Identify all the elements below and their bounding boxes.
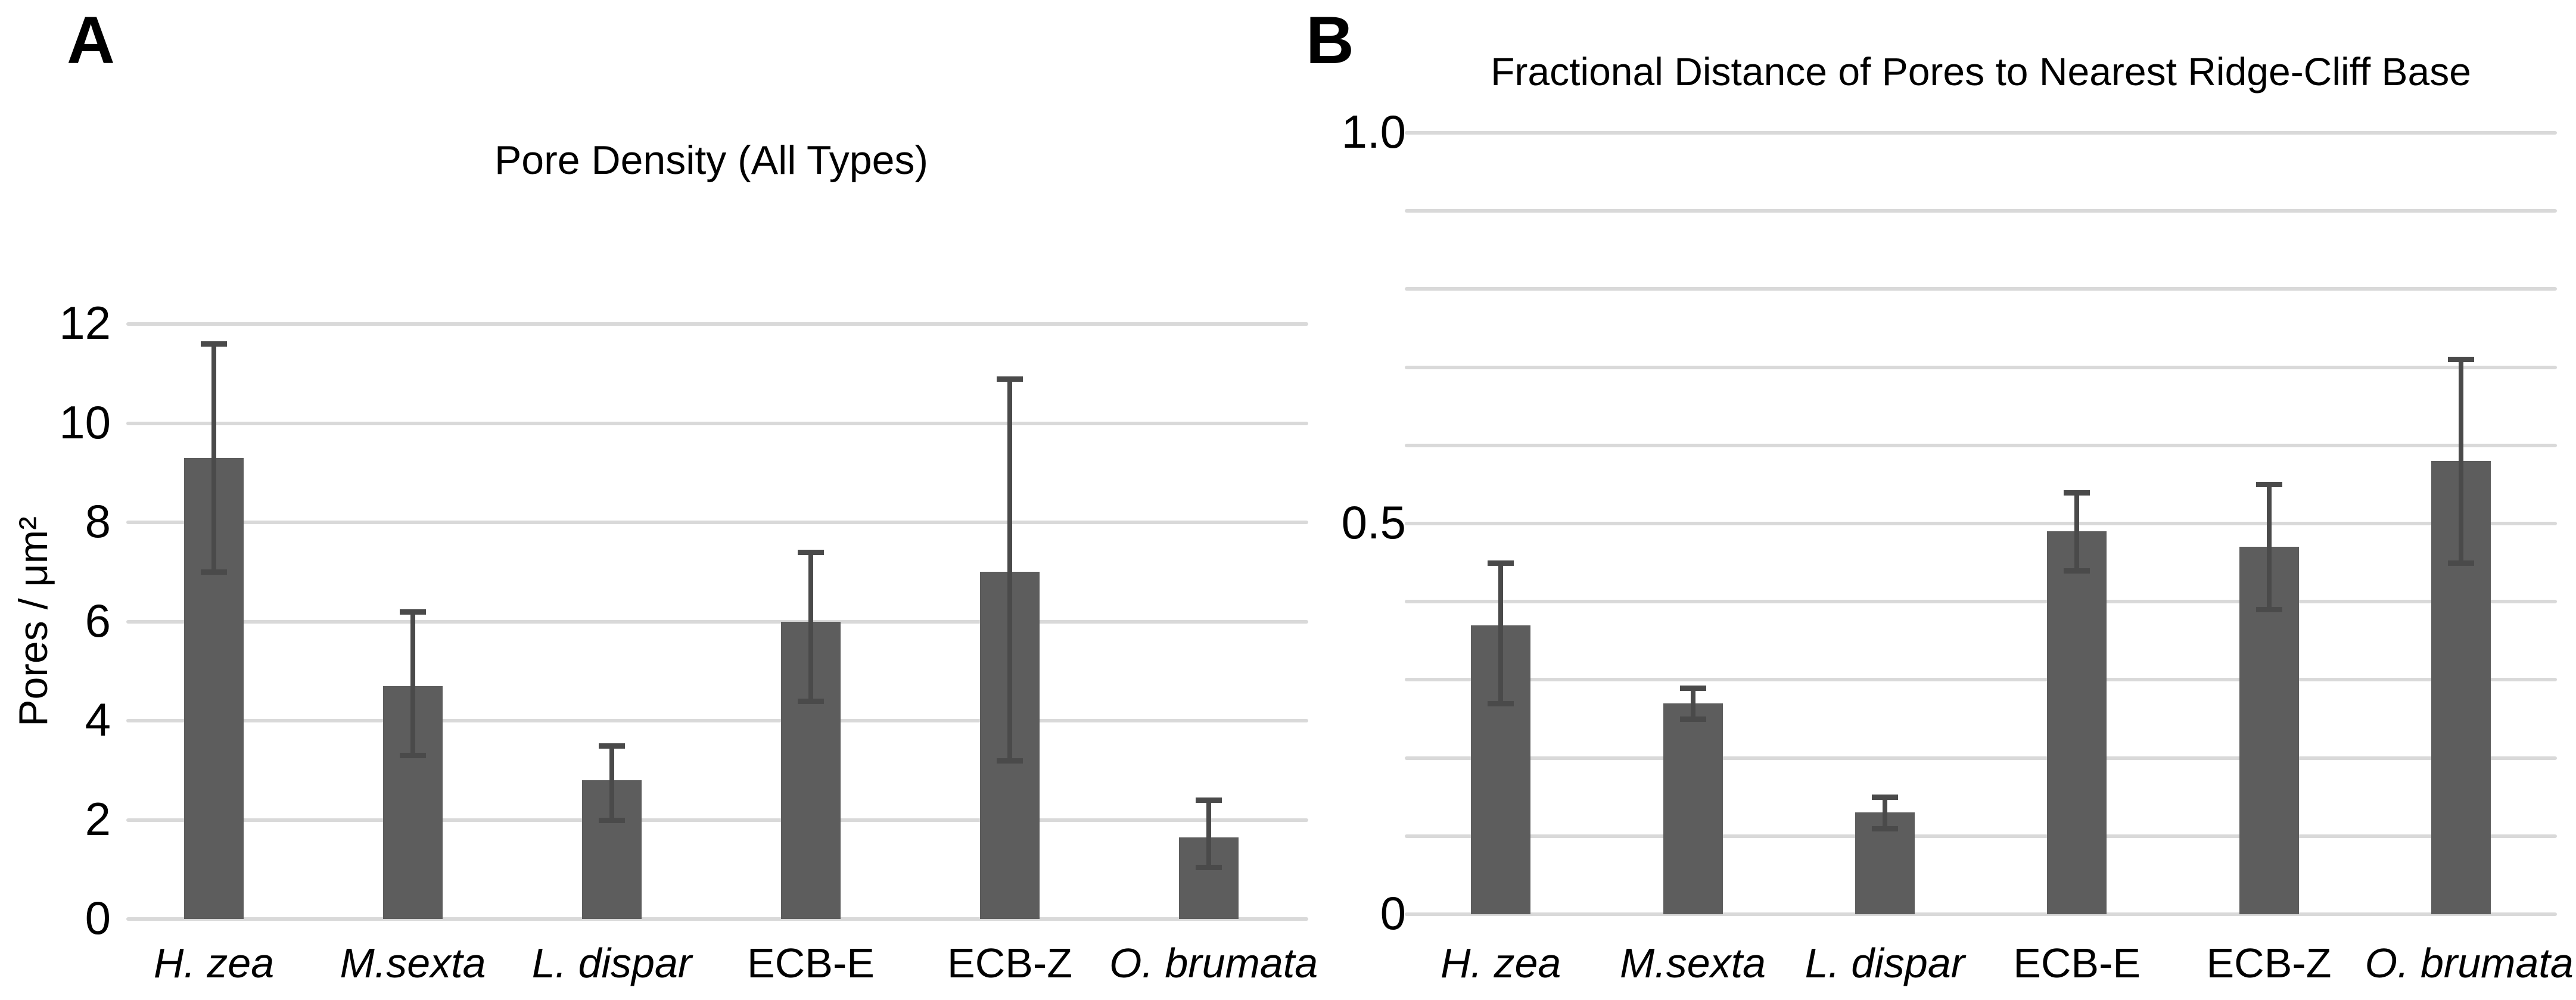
gridline xyxy=(1405,678,2557,682)
error-bar-bottom-cap xyxy=(2447,560,2474,566)
error-bar-line xyxy=(2458,359,2463,563)
error-bar-bottom-cap xyxy=(1488,700,1514,706)
error-bar-top-cap xyxy=(1196,797,1222,803)
error-bar-bottom-cap xyxy=(1871,825,1898,831)
x-category-label: M.sexta xyxy=(340,940,486,986)
error-bar-line xyxy=(211,344,216,572)
gridline xyxy=(126,719,1308,722)
x-category-label: ECB-Z xyxy=(947,940,1072,986)
x-category-label: L. dispar xyxy=(1805,940,1965,986)
y-tick-label: 0 xyxy=(85,892,111,945)
error-bar-top-cap xyxy=(400,609,426,615)
gridline xyxy=(1405,522,2557,525)
panel-b: B Fractional Distance of Pores to Neares… xyxy=(1288,0,2576,1000)
gridline xyxy=(1405,209,2557,213)
error-bar-line xyxy=(808,552,813,701)
y-tick-label: 10 xyxy=(59,395,111,448)
error-bar-top-cap xyxy=(1488,560,1514,566)
x-category-label: ECB-E xyxy=(2013,940,2141,986)
error-bar-top-cap xyxy=(1871,795,1898,800)
y-tick-label: 6 xyxy=(85,594,111,647)
error-bar-line xyxy=(2266,484,2272,610)
error-bar-line xyxy=(1498,562,1504,703)
error-bar-top-cap xyxy=(201,341,227,347)
y-tick-label: 8 xyxy=(85,495,111,548)
error-bar-top-cap xyxy=(2255,482,2282,488)
bar xyxy=(2047,531,2107,914)
gridline xyxy=(1405,834,2557,838)
gridline xyxy=(1405,600,2557,604)
y-tick-label: 0 xyxy=(1380,887,1406,940)
x-category-label: O. brumata xyxy=(2365,940,2574,986)
y-tick-label: 0.5 xyxy=(1341,496,1406,549)
gridline xyxy=(126,917,1308,921)
error-bar-bottom-cap xyxy=(2064,568,2090,574)
y-tick-label: 2 xyxy=(85,792,111,845)
error-bar-top-cap xyxy=(599,743,625,749)
gridline xyxy=(1405,131,2557,135)
x-category-label: L. dispar xyxy=(531,940,692,986)
gridline xyxy=(126,521,1308,524)
x-category-label: H. zea xyxy=(153,940,275,986)
error-bar-line xyxy=(1690,687,1695,719)
gridline xyxy=(126,421,1308,425)
gridline xyxy=(126,818,1308,822)
panel-a: A Pore Density (All Types) Pores / μm² 0… xyxy=(11,3,1318,986)
panel-b-letter: B xyxy=(1306,3,1354,77)
bar xyxy=(1663,703,1723,914)
error-bar-line xyxy=(2074,492,2080,571)
gridline xyxy=(1405,287,2557,291)
error-bar-bottom-cap xyxy=(400,753,426,759)
error-bar-line xyxy=(410,611,415,756)
error-bar-bottom-cap xyxy=(1679,716,1706,722)
panel-b-chart-title: Fractional Distance of Pores to Nearest … xyxy=(1491,49,2471,94)
error-bar-top-cap xyxy=(2064,490,2090,496)
y-tick-label: 12 xyxy=(59,297,111,350)
x-category-label: ECB-Z xyxy=(2206,940,2332,986)
error-bar-top-cap xyxy=(2447,357,2474,363)
gridline xyxy=(1405,443,2557,447)
y-tick-label: 4 xyxy=(85,693,111,746)
error-bar-bottom-cap xyxy=(2255,607,2282,613)
error-bar-bottom-cap xyxy=(201,569,227,575)
error-bar-top-cap xyxy=(997,376,1023,382)
error-bar-top-cap xyxy=(798,549,824,555)
gridline xyxy=(1405,912,2557,916)
error-bar-line xyxy=(609,745,614,820)
error-bar-bottom-cap xyxy=(1196,864,1222,870)
error-bar-line xyxy=(1882,797,1887,828)
error-bar-bottom-cap xyxy=(798,698,824,704)
error-bar-bottom-cap xyxy=(997,758,1023,764)
gridline xyxy=(126,322,1308,326)
x-category-label: H. zea xyxy=(1441,940,1561,986)
gridline xyxy=(126,619,1308,624)
x-category-label: O. brumata xyxy=(1109,940,1318,986)
error-bar-line xyxy=(1206,800,1211,867)
gridline xyxy=(1405,756,2557,760)
x-category-label: ECB-E xyxy=(747,940,875,986)
gridline xyxy=(1405,365,2557,369)
error-bar-bottom-cap xyxy=(599,817,625,823)
y-tick-label: 1.0 xyxy=(1341,105,1406,158)
x-category-label: M.sexta xyxy=(1619,940,1766,986)
panel-a-chart-title: Pore Density (All Types) xyxy=(494,138,929,183)
error-bar-top-cap xyxy=(1679,685,1706,691)
error-bar-line xyxy=(1007,378,1012,761)
panel-a-letter: A xyxy=(67,3,115,77)
